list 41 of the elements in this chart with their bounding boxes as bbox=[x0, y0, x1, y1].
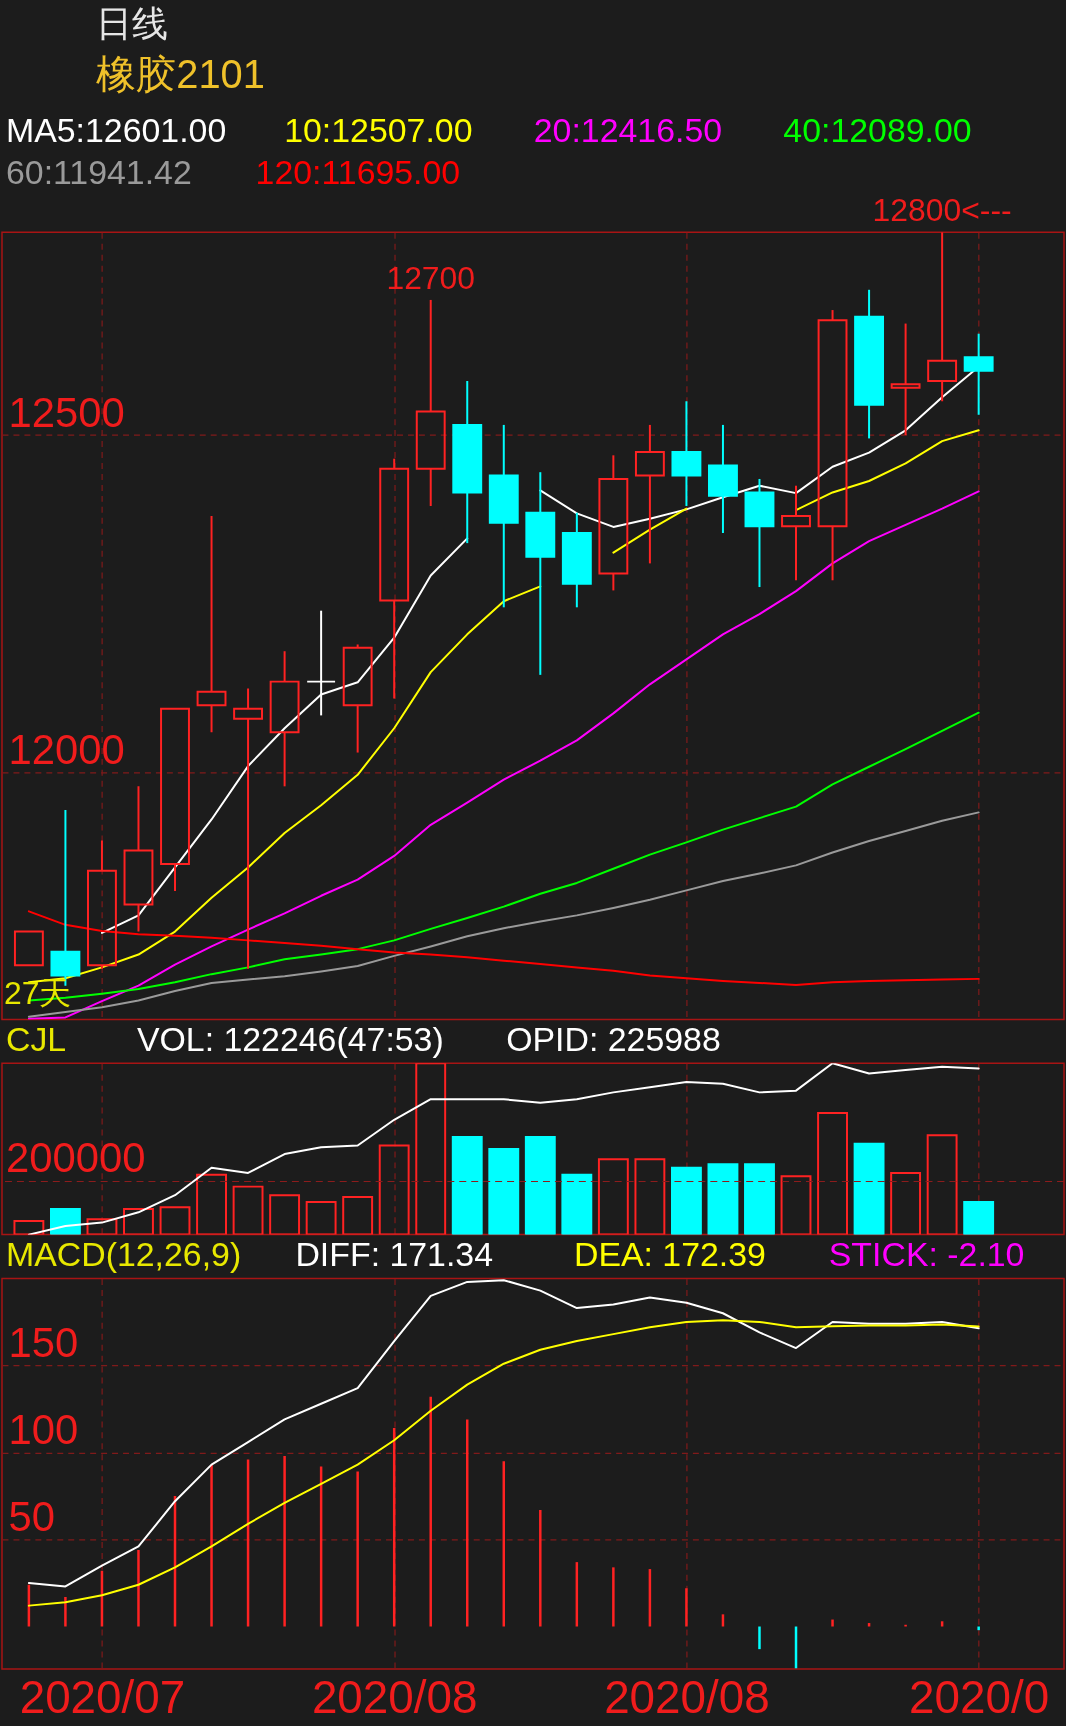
text: 120:11695.00 bbox=[255, 152, 461, 191]
x-tick-label: 2020/08 bbox=[311, 1672, 478, 1724]
annotation: 12800<--- bbox=[872, 192, 1012, 229]
y-tick-label: 50 bbox=[8, 1493, 55, 1541]
series-label: DIFF: 171.34 bbox=[295, 1235, 494, 1274]
bar bbox=[451, 1135, 483, 1235]
bar bbox=[488, 1147, 520, 1235]
chart-title: CJL bbox=[5, 1020, 67, 1059]
bar bbox=[524, 1135, 556, 1235]
y-tick-label: 100 bbox=[8, 1406, 79, 1454]
bar bbox=[926, 1134, 958, 1235]
bar bbox=[817, 1111, 848, 1235]
text: 20:12416.50 bbox=[533, 110, 723, 149]
text: 10:12507.00 bbox=[284, 110, 473, 149]
bar bbox=[744, 1163, 775, 1235]
y-tick-label: 12000 bbox=[8, 726, 125, 774]
text: 60:11941.42 bbox=[5, 152, 192, 191]
chart-title: MACD(12,26,9) bbox=[5, 1235, 242, 1274]
annotation: 12700 bbox=[386, 259, 476, 296]
bar bbox=[853, 1142, 885, 1235]
bar bbox=[378, 1144, 410, 1235]
bar bbox=[670, 1166, 702, 1235]
x-tick-label: 2020/0 bbox=[909, 1672, 1050, 1724]
bar bbox=[963, 1201, 995, 1235]
chart-subtitle: 橡胶2101 bbox=[96, 51, 265, 96]
bar bbox=[634, 1158, 666, 1235]
x-tick-label: 2020/08 bbox=[604, 1672, 770, 1724]
y-tick-label: 12500 bbox=[8, 388, 125, 436]
series-label: DEA: 172.39 bbox=[573, 1235, 766, 1274]
text: VOL: 122246(47:53) bbox=[136, 1020, 444, 1059]
bar bbox=[707, 1163, 739, 1235]
chart-title: 日线 bbox=[96, 4, 169, 45]
bar bbox=[561, 1173, 593, 1235]
y-tick-label: 150 bbox=[8, 1318, 79, 1366]
x-tick-label: 2020/07 bbox=[19, 1672, 186, 1724]
text: OPID: 225988 bbox=[506, 1020, 721, 1059]
annotation: 200000 bbox=[5, 1133, 146, 1181]
text: MA5:12601.00 bbox=[5, 110, 227, 149]
text: 40:12089.00 bbox=[783, 110, 972, 149]
text: STICK: -2.10 bbox=[828, 1235, 1025, 1274]
bar bbox=[49, 1207, 81, 1235]
